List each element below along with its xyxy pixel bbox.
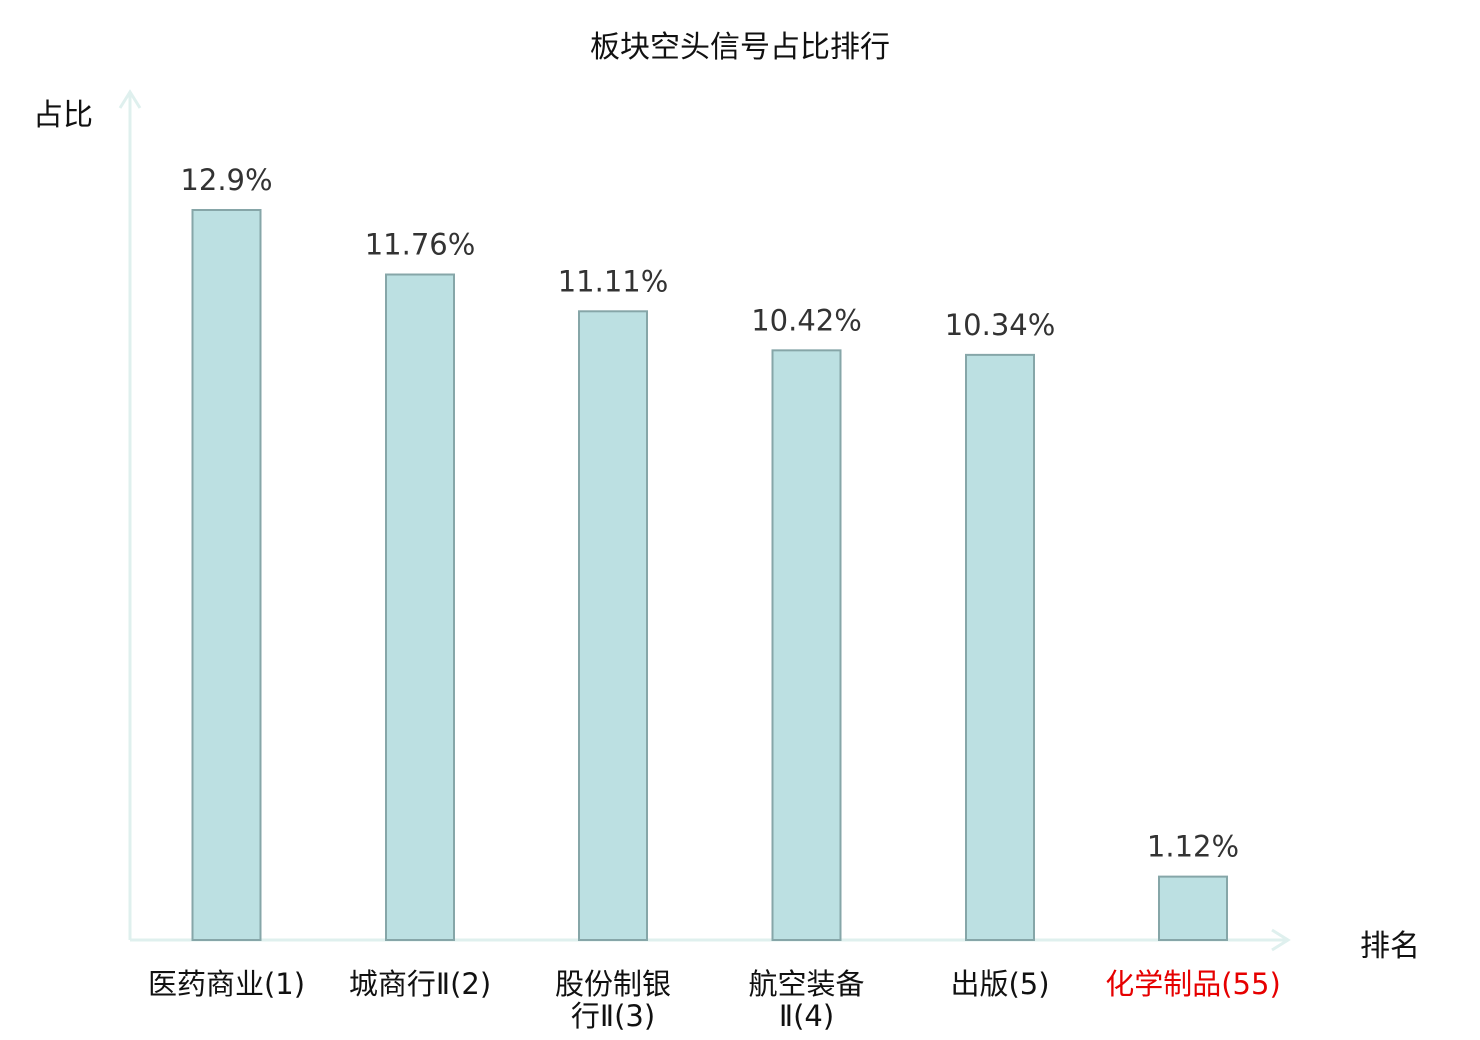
value-labels: 12.9% 11.76% 11.11% 10.42% 10.34% 1.12%: [180, 163, 1239, 864]
bar-5: [965, 353, 1035, 941]
bar-3: [578, 310, 648, 942]
category-label-5: 出版(5): [950, 967, 1049, 1001]
value-label-3: 11.11%: [558, 264, 669, 298]
bar-2: [385, 273, 455, 941]
value-label-6: 1.12%: [1147, 830, 1239, 864]
axes: [118, 89, 1291, 952]
y-axis-arrow: [118, 89, 142, 109]
category-label-3-line-2: 行Ⅱ(3): [571, 999, 655, 1033]
x-axis-label: 排名: [1360, 929, 1420, 964]
x-axis-arrow: [1271, 928, 1291, 952]
value-label-1: 12.9%: [180, 163, 272, 197]
category-label-1: 医药商业(1): [148, 967, 305, 1001]
bar-6: [1158, 875, 1228, 942]
category-label-2: 城商行Ⅱ(2): [349, 967, 491, 1001]
value-label-4: 10.42%: [751, 303, 862, 337]
category-label-4-line-2: Ⅱ(4): [779, 999, 834, 1033]
value-label-2: 11.76%: [365, 228, 476, 262]
y-axis-label: 占比: [33, 98, 93, 133]
bar-4: [771, 349, 842, 942]
value-label-5: 10.34%: [945, 308, 1056, 342]
bars: [191, 209, 1228, 942]
category-label-6: 化学制品(55): [1105, 967, 1281, 1001]
category-label-3-line-1: 股份制银: [555, 967, 671, 1001]
chart-title: 板块空头信号占比排行: [590, 30, 890, 65]
category-label-4-line-1: 航空装备: [748, 967, 864, 1001]
bar-1: [191, 209, 262, 941]
